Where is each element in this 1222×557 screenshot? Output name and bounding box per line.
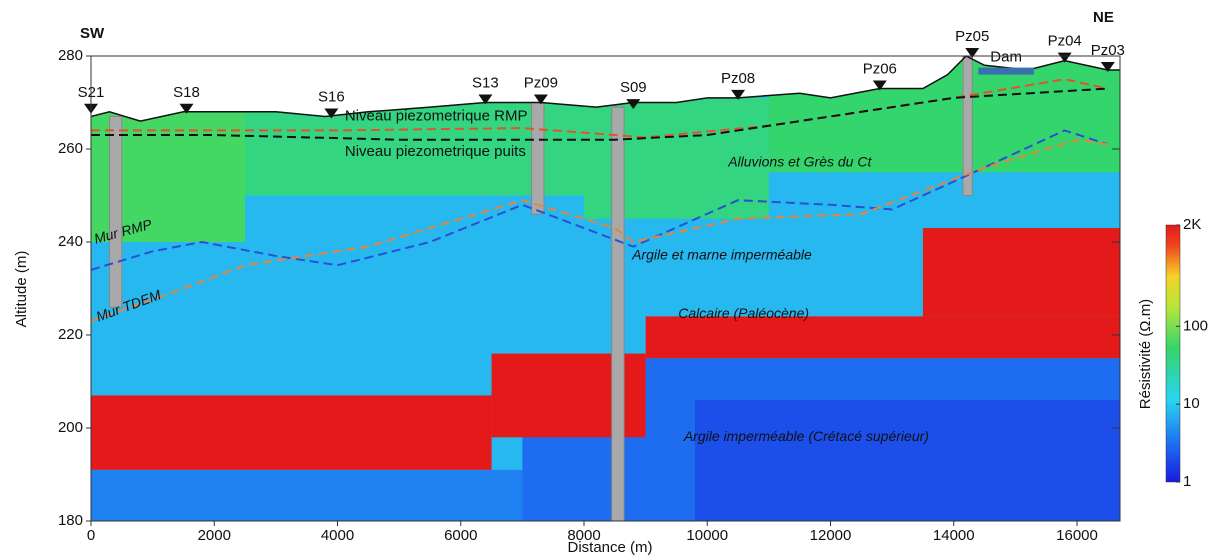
- resistivity-region: [922, 228, 1121, 317]
- well-marker: [731, 89, 746, 100]
- piezometric-line: [91, 87, 1108, 141]
- colorbar-tick-label: 2K: [1183, 216, 1201, 233]
- well-marker: [179, 103, 194, 114]
- y-axis-label: Altitude (m): [13, 251, 30, 328]
- x-tick-label: 12000: [810, 527, 852, 544]
- x-tick-label: 0: [87, 527, 95, 544]
- piezometric-line: [90, 129, 1109, 271]
- annotation: Calcaire (Paléocène): [678, 305, 809, 321]
- well-marker: [965, 48, 980, 58]
- well-label: S09: [620, 79, 647, 96]
- colorbar: [1165, 224, 1181, 483]
- annotation: Argile imperméable (Crétacé supérieur): [683, 428, 929, 444]
- well-marker: [872, 80, 887, 91]
- borehole: [611, 106, 625, 522]
- colorbar-tick-label: 10: [1183, 395, 1200, 412]
- ground-line: [90, 55, 1121, 122]
- well-marker: [324, 108, 339, 119]
- x-tick-label: 16000: [1056, 527, 1098, 544]
- well-label: Pz09: [524, 74, 558, 91]
- resistivity-region: [245, 102, 584, 196]
- x-tick-label: 4000: [321, 527, 354, 544]
- sw-label: SW: [80, 25, 105, 42]
- series-label: Niveau piezometrique RMP: [345, 107, 528, 124]
- y-tick-label: 220: [58, 326, 83, 343]
- resistivity-region: [694, 400, 1121, 521]
- ne-label: NE: [1093, 9, 1114, 26]
- well-label: Pz04: [1048, 33, 1082, 50]
- x-axis-label: Distance (m): [567, 539, 652, 556]
- borehole: [108, 115, 123, 308]
- plot-frame: [90, 55, 1121, 522]
- colorbar-tick-label: 100: [1183, 317, 1208, 334]
- annotation: Alluvions et Grès du Ct: [727, 154, 872, 170]
- annotation: Argile et marne imperméable: [631, 247, 812, 263]
- well-label: S13: [472, 74, 499, 91]
- well-label: S18: [173, 84, 200, 101]
- well-marker: [478, 94, 493, 105]
- x-tick-label: 2000: [198, 527, 231, 544]
- resistivity-region: [645, 316, 1121, 359]
- well-label: S16: [318, 88, 345, 105]
- colorbar-label: Résistivité (Ω.m): [1137, 299, 1154, 409]
- resistivity-region: [91, 469, 523, 521]
- well-label: Pz03: [1091, 42, 1125, 59]
- piezometric-line: [91, 78, 1109, 139]
- well-marker: [533, 94, 548, 105]
- y-tick-label: 240: [58, 233, 83, 250]
- y-tick-label: 180: [58, 512, 83, 529]
- dam-label: Dam: [990, 49, 1022, 66]
- y-tick-label: 280: [58, 47, 83, 64]
- borehole: [531, 102, 545, 215]
- x-tick-label: 14000: [933, 527, 975, 544]
- y-tick-label: 200: [58, 419, 83, 436]
- well-label: Pz08: [721, 70, 755, 87]
- well-marker: [1100, 61, 1115, 72]
- x-tick-label: 6000: [444, 527, 477, 544]
- series-label: Niveau piezometrique puits: [345, 143, 526, 160]
- well-marker: [626, 99, 641, 110]
- colorbar-tick-label: 1: [1183, 473, 1191, 490]
- resistivity-region: [91, 395, 492, 470]
- well-label: Pz06: [863, 61, 897, 78]
- y-tick-label: 260: [58, 140, 83, 157]
- well-label: Pz05: [955, 28, 989, 45]
- x-tick-label: 10000: [686, 527, 728, 544]
- x-tick-label: 8000: [567, 527, 600, 544]
- well-marker: [1057, 52, 1072, 63]
- dam: [978, 67, 1034, 75]
